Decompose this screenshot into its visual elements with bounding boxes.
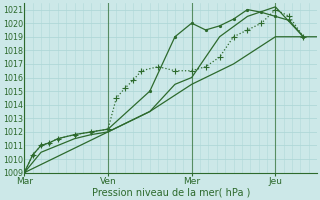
X-axis label: Pression niveau de la mer( hPa ): Pression niveau de la mer( hPa ) [92, 187, 250, 197]
